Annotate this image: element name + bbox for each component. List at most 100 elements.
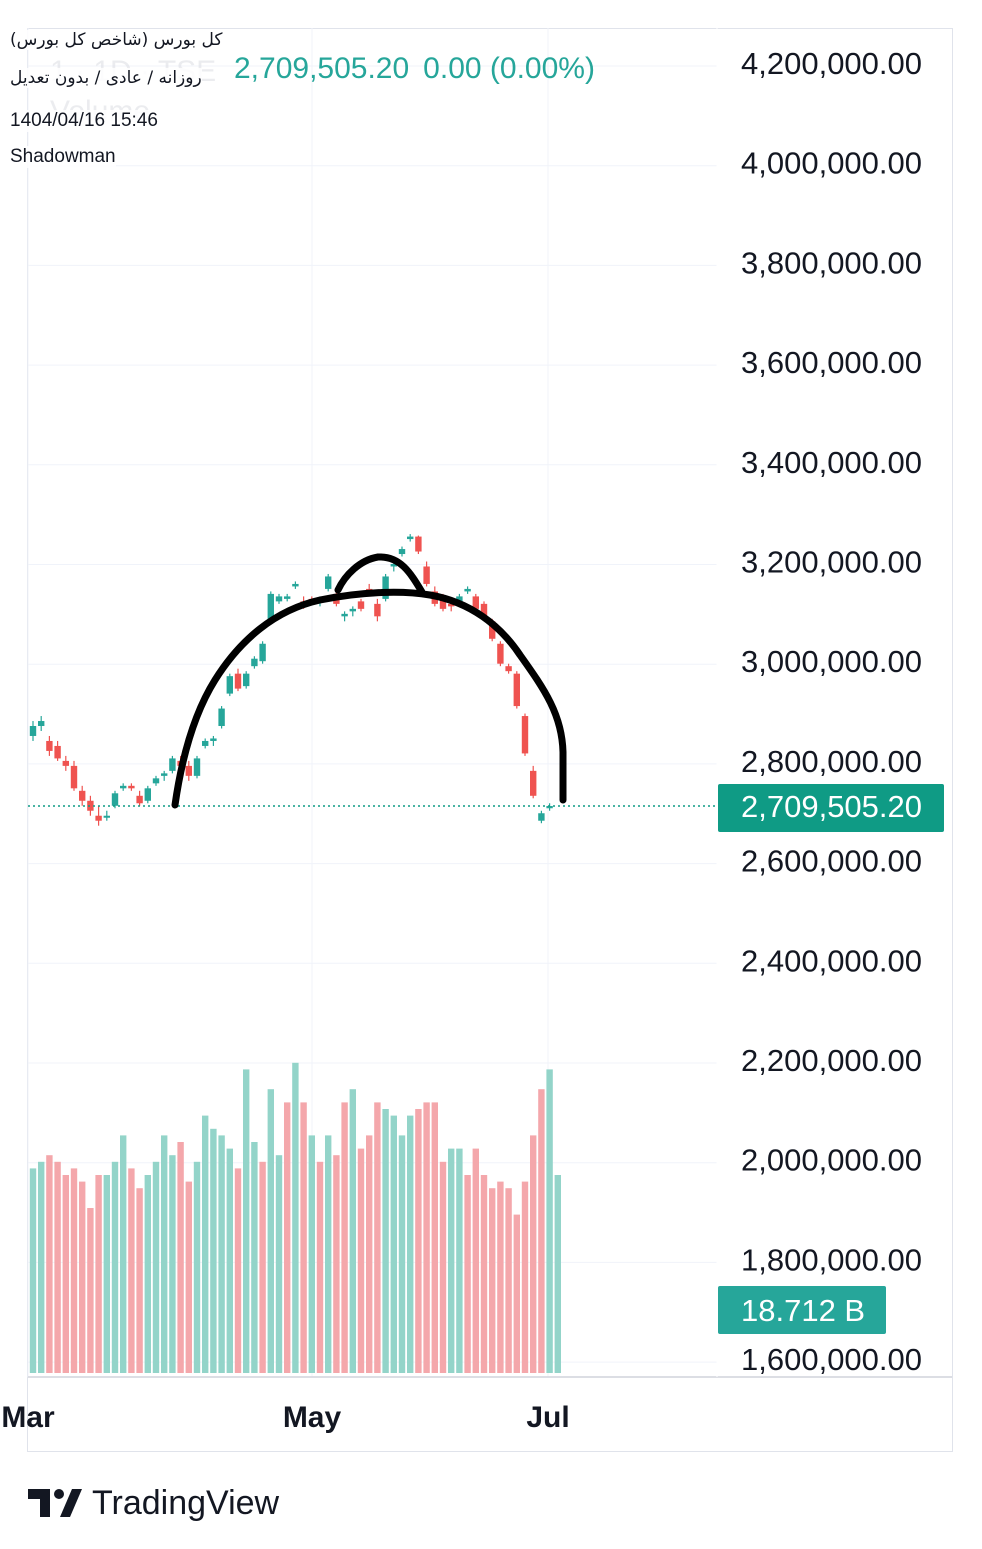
candle[interactable] <box>497 641 504 667</box>
volume-bar <box>554 1175 561 1373</box>
candle[interactable] <box>341 611 348 622</box>
candle-body <box>530 770 537 796</box>
candle[interactable] <box>185 760 192 781</box>
tradingview-wordmark: TradingView <box>92 1483 280 1522</box>
candle[interactable] <box>349 606 356 617</box>
candle[interactable] <box>70 760 78 791</box>
candle[interactable] <box>407 534 414 542</box>
candle[interactable] <box>46 735 53 756</box>
candle[interactable] <box>128 783 135 791</box>
candle[interactable] <box>202 738 209 749</box>
volume-bar <box>505 1188 512 1373</box>
candle-body <box>497 643 504 664</box>
candle-body <box>439 596 447 609</box>
candle-body <box>103 815 110 818</box>
candle-body <box>538 813 545 821</box>
candle[interactable] <box>357 598 365 612</box>
candle-body <box>243 673 250 687</box>
candle-body <box>489 621 496 639</box>
volume-bar <box>95 1175 102 1373</box>
volume-bar <box>341 1102 348 1373</box>
candle[interactable] <box>251 656 258 669</box>
candle[interactable] <box>29 721 37 741</box>
candle-body <box>390 563 397 567</box>
volume-bar <box>366 1135 373 1373</box>
hand-drawn-arc <box>171 553 567 809</box>
candle[interactable] <box>38 716 45 731</box>
candle[interactable] <box>325 573 332 592</box>
volume-bar <box>472 1148 479 1373</box>
candle[interactable] <box>243 671 250 689</box>
candle[interactable] <box>521 713 529 756</box>
candle[interactable] <box>169 755 176 774</box>
price-tick-label: 2,800,000.00 <box>741 744 922 779</box>
candle[interactable] <box>464 586 471 594</box>
candle[interactable] <box>538 810 545 824</box>
candle-body <box>111 793 119 806</box>
candle[interactable] <box>62 755 69 771</box>
candle[interactable] <box>79 785 86 806</box>
volume-bar <box>193 1161 201 1373</box>
volume-bar <box>144 1175 151 1373</box>
author-name: Shadowman <box>10 146 116 168</box>
candle[interactable] <box>193 755 201 779</box>
candle[interactable] <box>398 546 406 557</box>
candle[interactable] <box>423 561 430 587</box>
candle[interactable] <box>382 573 389 602</box>
candle[interactable] <box>218 706 225 729</box>
candle[interactable] <box>136 790 143 806</box>
candle-body <box>128 785 135 789</box>
volume-bar <box>439 1161 447 1373</box>
candle-body <box>456 596 463 602</box>
volume-bar <box>480 1175 488 1373</box>
volume-bar <box>202 1115 209 1373</box>
candle[interactable] <box>152 775 160 786</box>
candle[interactable] <box>546 803 553 811</box>
candle-body <box>267 593 274 622</box>
candle-body <box>357 601 365 609</box>
volume-bar <box>54 1161 61 1373</box>
symbol-title[interactable]: کل بورس (شاخص کل بورس) <box>10 30 223 50</box>
candle[interactable] <box>505 663 512 674</box>
candle-body <box>185 765 192 776</box>
candle[interactable] <box>161 770 168 781</box>
volume-badge: 18.712 B <box>718 1286 886 1334</box>
candle-body <box>374 603 381 617</box>
candle-body <box>284 596 291 599</box>
candle[interactable] <box>54 740 61 761</box>
candle-body <box>480 603 488 617</box>
time-axis: Mar May Jul <box>1 1401 569 1434</box>
tradingview-logo[interactable]: TradingView <box>28 1483 279 1523</box>
candle-body <box>169 758 176 771</box>
volume-bar <box>349 1089 356 1373</box>
volume-bar <box>46 1155 53 1373</box>
candle[interactable] <box>513 671 520 709</box>
candle-body <box>521 716 529 754</box>
candle[interactable] <box>87 795 94 816</box>
candle[interactable] <box>144 785 151 804</box>
candle[interactable] <box>275 593 283 604</box>
candle[interactable] <box>210 735 217 746</box>
candle[interactable] <box>259 641 266 664</box>
candle[interactable] <box>95 805 102 826</box>
candle[interactable] <box>284 593 291 602</box>
volume-bar <box>103 1175 110 1373</box>
volume-bar <box>177 1142 184 1373</box>
volume-bar <box>316 1161 324 1373</box>
volume-bar <box>29 1168 37 1373</box>
candle[interactable] <box>226 673 233 697</box>
candle-body <box>349 608 356 612</box>
candle[interactable] <box>120 783 127 791</box>
candle[interactable] <box>103 810 110 821</box>
candle-body <box>259 643 266 662</box>
volume-bar <box>489 1188 496 1373</box>
candle[interactable] <box>530 765 537 799</box>
volume-bar <box>210 1128 217 1373</box>
candle[interactable] <box>234 668 242 692</box>
candle[interactable] <box>374 598 381 622</box>
candle-body <box>275 596 283 602</box>
candle[interactable] <box>415 535 422 555</box>
candle[interactable] <box>292 581 299 589</box>
price-tick-label: 3,600,000.00 <box>741 345 922 380</box>
